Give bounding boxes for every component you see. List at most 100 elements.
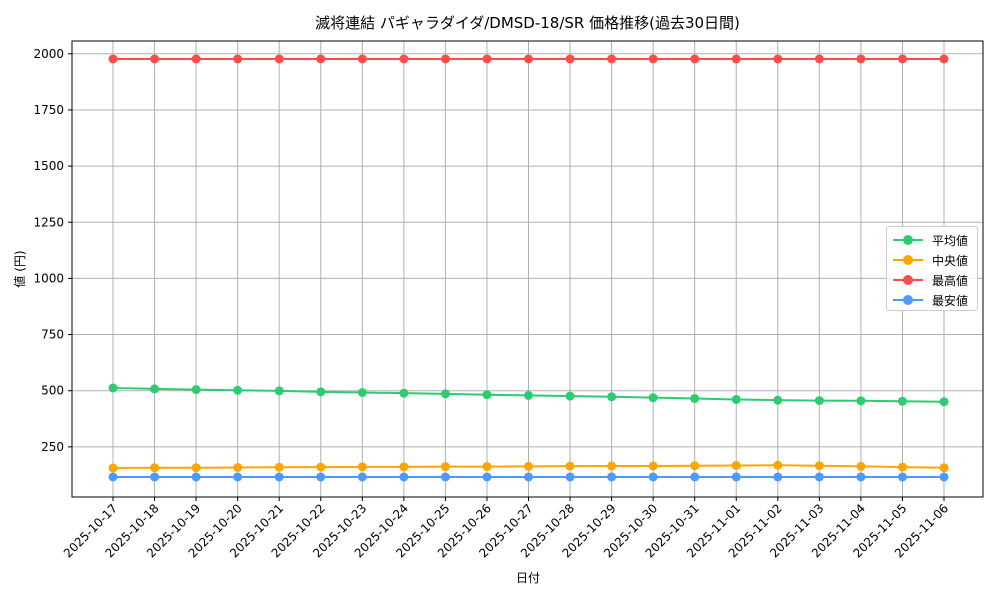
data-point: [399, 388, 409, 398]
data-point: [357, 472, 367, 482]
data-point: [856, 54, 866, 64]
data-point: [939, 472, 949, 482]
y-tick-label: 1000: [33, 271, 64, 285]
plot-frame: [71, 40, 984, 498]
legend-label: 中央値: [932, 254, 969, 268]
x-axis-ticks: 2025-10-172025-10-182025-10-192025-10-20…: [61, 497, 951, 560]
data-point: [897, 462, 907, 472]
data-point: [316, 54, 326, 64]
data-point: [731, 460, 741, 470]
data-point: [939, 397, 949, 407]
legend-item: 平均値: [893, 231, 977, 249]
data-point: [233, 385, 243, 395]
data-point: [399, 472, 409, 482]
data-point: [482, 462, 492, 472]
data-point: [316, 472, 326, 482]
data-point: [607, 472, 617, 482]
data-point: [939, 54, 949, 64]
data-point: [690, 461, 700, 471]
data-point: [233, 463, 243, 473]
data-point: [814, 54, 824, 64]
data-point: [731, 54, 741, 64]
grid-lines: [72, 41, 983, 497]
data-point: [357, 54, 367, 64]
legend-marker-icon: [903, 295, 913, 305]
data-point: [648, 54, 658, 64]
data-point: [108, 463, 118, 473]
data-point: [607, 54, 617, 64]
data-point: [274, 386, 284, 396]
data-point: [731, 472, 741, 482]
data-point: [482, 472, 492, 482]
y-tick-label: 2000: [33, 47, 64, 61]
x-axis-label: 日付: [516, 571, 540, 585]
legend-marker-icon: [903, 255, 913, 265]
legend-item: 中央値: [893, 251, 977, 269]
legend: 平均値中央値最高値最安値: [886, 226, 978, 311]
data-point: [856, 396, 866, 406]
y-tick-label: 1250: [33, 215, 64, 229]
data-point: [524, 472, 533, 482]
data-point: [191, 472, 201, 482]
data-point: [274, 472, 284, 482]
data-point: [191, 463, 201, 473]
data-point: [108, 383, 118, 393]
data-point: [440, 472, 450, 482]
data-point: [773, 472, 783, 482]
data-point: [648, 472, 658, 482]
data-point: [274, 54, 284, 64]
data-point: [150, 384, 160, 394]
data-point: [897, 54, 907, 64]
data-point: [233, 54, 243, 64]
data-point: [814, 396, 824, 406]
data-point: [607, 461, 617, 471]
series-line: [108, 383, 949, 407]
data-point: [690, 472, 700, 482]
y-tick-label: 500: [41, 384, 64, 398]
data-point: [773, 460, 783, 470]
data-point: [773, 395, 783, 405]
y-tick-label: 1750: [33, 103, 64, 117]
y-tick-label: 1500: [33, 159, 64, 173]
data-point: [440, 389, 450, 399]
data-point: [565, 54, 575, 64]
series-line: [108, 54, 949, 64]
data-point: [690, 394, 700, 404]
data-point: [648, 393, 658, 403]
data-point: [648, 461, 658, 471]
data-point: [524, 461, 533, 471]
y-tick-label: 750: [41, 328, 64, 342]
data-point: [108, 54, 118, 64]
data-point: [440, 54, 450, 64]
data-point: [482, 390, 492, 400]
data-point: [440, 462, 450, 472]
data-point: [565, 461, 575, 471]
data-point: [939, 463, 949, 473]
data-point: [191, 54, 201, 64]
data-point: [524, 54, 533, 64]
data-point: [150, 54, 160, 64]
legend-item: 最高値: [893, 271, 977, 289]
legend-label: 平均値: [932, 234, 969, 248]
data-point: [731, 394, 741, 404]
data-point: [897, 472, 907, 482]
data-series: [108, 54, 949, 482]
data-point: [524, 390, 533, 400]
data-point: [565, 391, 575, 401]
data-point: [316, 462, 326, 472]
data-point: [150, 472, 160, 482]
data-point: [482, 54, 492, 64]
data-point: [108, 472, 118, 482]
y-axis-ticks: 250 500 750 1000 1250 1500 1750 2000: [33, 47, 72, 454]
data-point: [150, 463, 160, 473]
data-point: [690, 54, 700, 64]
y-tick-label: 250: [41, 440, 64, 454]
chart-title: 滅将連結 パギャラダイダ/DMSD-18/SR 価格推移(過去30日間): [315, 14, 740, 32]
legend-label: 最安値: [932, 294, 969, 308]
legend-marker-icon: [903, 275, 913, 285]
data-point: [357, 387, 367, 397]
data-point: [856, 461, 866, 471]
data-point: [897, 396, 907, 406]
data-point: [565, 472, 575, 482]
